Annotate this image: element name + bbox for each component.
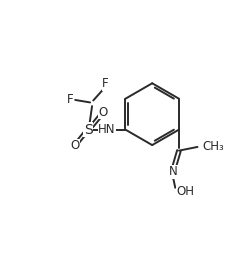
Text: N: N xyxy=(168,165,177,178)
Text: O: O xyxy=(70,139,80,152)
Text: OH: OH xyxy=(176,185,194,198)
Text: CH₃: CH₃ xyxy=(202,140,224,153)
Text: S: S xyxy=(84,123,93,137)
Text: O: O xyxy=(98,106,108,119)
Text: F: F xyxy=(102,77,109,90)
Text: F: F xyxy=(66,93,73,106)
Text: HN: HN xyxy=(98,123,116,136)
